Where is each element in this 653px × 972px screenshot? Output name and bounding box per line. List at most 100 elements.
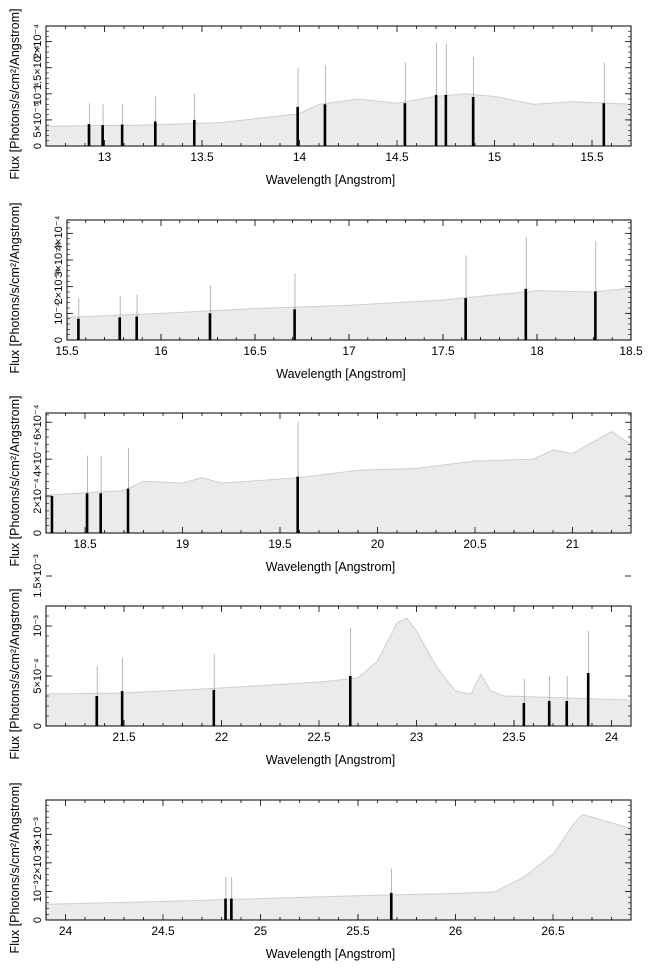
line-marker-7 (565, 701, 569, 726)
x-tick-label: 23 (410, 730, 424, 744)
line-marker-1 (50, 496, 54, 533)
line-marker-5 (293, 309, 296, 340)
y-tick-label: 0 (32, 530, 44, 536)
spectrum-continuum (46, 431, 630, 533)
line-marker-5 (522, 703, 526, 726)
y-tick-label: 2×10⁻⁴ (53, 269, 65, 305)
y-tick-label: 0 (32, 143, 44, 149)
y-tick-label: 3×10⁻³ (32, 817, 44, 852)
line-marker-3 (120, 124, 124, 146)
line-marker-6 (464, 298, 467, 340)
line-marker-11 (471, 96, 475, 146)
line-marker-1 (224, 898, 227, 920)
y-tick-label: 2×10⁻⁴ (32, 24, 44, 60)
x-tick-label: 17 (342, 344, 356, 358)
spectrum-panel-2: 15.5 16 16.5 17 17.5 18 18.5 0 10⁻⁴2×10⁻⁴3×10⁻⁴4… (8, 203, 643, 381)
line-marker-6 (296, 106, 299, 146)
continuum-envelope (46, 93, 630, 127)
y-tick-label: 6×10⁻⁴ (32, 404, 44, 440)
y-axis-label: Flux [Photons/s/cm²/Angstrom] (8, 396, 22, 567)
x-tick-label: 16.5 (243, 344, 267, 358)
x-tick-label: 19.5 (268, 537, 292, 551)
line-marker-4 (126, 488, 130, 533)
x-tick-label: 17.5 (431, 344, 455, 358)
x-tick-label: 20.5 (463, 537, 487, 551)
line-marker-6 (547, 701, 551, 726)
spectrum-continuum (46, 814, 630, 920)
line-marker-5 (296, 476, 299, 533)
x-axis-label: Wavelength [Angstrom] (276, 367, 405, 381)
spectrum-continuum (67, 288, 631, 340)
spectrum-continuum (46, 618, 630, 726)
x-tick-label: 26 (449, 924, 463, 938)
y-tick-label: 1.5×10⁻⁴ (32, 45, 44, 90)
continuum-envelope (47, 617, 629, 701)
y-tick-label: 10⁻³ (32, 615, 44, 637)
line-marker-1 (95, 696, 99, 726)
x-axis-label: Wavelength [Angstrom] (266, 947, 395, 961)
y-tick-label: 3×10⁻⁴ (53, 242, 65, 278)
y-axis-label: Flux [Photons/s/cm²/Angstrom] (8, 203, 22, 374)
line-marker-3 (389, 892, 393, 920)
y-tick-label: 5×10⁻⁴ (32, 658, 44, 694)
y-tick-label: 10⁻⁴ (53, 302, 65, 325)
spectrum-panel-4: 21.5 22 22.5 23 23.5 24 0 5×10⁻⁴ 10⁻³ 1.5×10⁻³ Wav… (8, 554, 632, 767)
line-marker-4 (154, 121, 157, 146)
line-marker-3 (99, 493, 102, 533)
x-tick-label: 25.5 (346, 924, 370, 938)
x-tick-label: 15.5 (580, 150, 604, 164)
y-tick-label: 1.5×10⁻³ (32, 554, 44, 598)
line-marker-3 (212, 690, 216, 726)
y-tick-label: 4×10⁻⁴ (53, 215, 65, 251)
y-tick-label: 0 (53, 337, 65, 343)
line-marker-8 (403, 103, 407, 146)
x-tick-label: 15.5 (55, 344, 79, 358)
x-tick-label: 22 (215, 730, 229, 744)
x-tick-label: 23.5 (502, 730, 526, 744)
continuum-envelope (46, 431, 630, 496)
line-marker-1 (77, 318, 80, 340)
continuum-envelope (46, 813, 630, 905)
x-tick-label: 16 (154, 344, 168, 358)
x-tick-label: 13 (98, 150, 112, 164)
line-marker-4 (208, 313, 212, 340)
y-tick-label: 10⁻³ (32, 880, 44, 902)
x-axis-label: Wavelength [Angstrom] (266, 753, 395, 767)
line-marker-7 (524, 288, 528, 340)
line-marker-9 (434, 94, 438, 146)
x-tick-label: 18.5 (73, 537, 97, 551)
x-tick-label: 21.5 (112, 730, 136, 744)
line-marker-10 (444, 94, 448, 146)
y-tick-label: 0 (32, 917, 44, 923)
line-marker-7 (323, 104, 327, 146)
line-marker-8 (586, 673, 590, 726)
x-tick-label: 22.5 (307, 730, 331, 744)
line-marker-2 (120, 691, 124, 726)
x-tick-label: 14.5 (385, 150, 409, 164)
x-tick-label: 25 (254, 924, 268, 938)
x-axis-label: Wavelength [Angstrom] (266, 173, 395, 187)
axis-frame (66, 219, 632, 341)
y-tick-label: 0 (32, 723, 44, 729)
y-tick-label: 5×10⁻⁵ (32, 102, 44, 137)
y-axis-label: Flux [Photons/s/cm²/Angstrom] (8, 589, 22, 760)
x-axis-label: Wavelength [Angstrom] (266, 560, 395, 574)
line-marker-2 (101, 125, 104, 146)
line-marker-12 (602, 103, 606, 146)
y-tick-label: 2×10⁻⁴ (32, 478, 44, 514)
x-tick-label: 18 (530, 344, 544, 358)
line-marker-3 (135, 316, 138, 340)
x-tick-label: 15 (488, 150, 502, 164)
x-tick-label: 24.5 (151, 924, 175, 938)
x-tick-label: 20 (371, 537, 385, 551)
line-marker-2 (118, 317, 122, 340)
y-tick-label: 2×10⁻³ (32, 845, 44, 880)
line-marker-8 (594, 291, 597, 340)
line-marker-5 (193, 119, 196, 146)
line-marker-2 (230, 898, 233, 920)
y-tick-label: 10⁻⁴ (32, 82, 44, 105)
line-marker-4 (349, 676, 352, 726)
x-tick-label: 19 (176, 537, 190, 551)
y-tick-label: 4×10⁻⁴ (32, 441, 44, 477)
